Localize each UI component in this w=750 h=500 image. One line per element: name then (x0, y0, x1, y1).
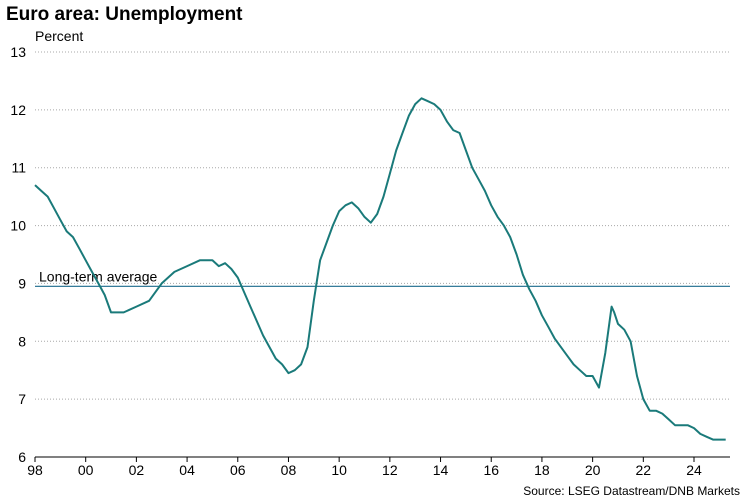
y-axis-unit-label: Percent (35, 28, 84, 44)
x-tick-label-1998: 98 (27, 462, 43, 478)
reference-line-label: Long-term average (39, 268, 158, 284)
source-note: Source: LSEG Datastream/DNB Markets (523, 484, 740, 498)
x-tick-label-2016: 16 (483, 462, 499, 478)
y-tick-label-12: 12 (10, 102, 26, 118)
x-tick-label-2018: 18 (534, 462, 550, 478)
x-tick-label-2004: 04 (179, 462, 195, 478)
x-tick-label-2006: 06 (230, 462, 246, 478)
x-tick-label-2012: 12 (382, 462, 398, 478)
y-tick-label-7: 7 (18, 391, 26, 407)
x-tick-label-2022: 22 (636, 462, 652, 478)
x-tick-label-2002: 02 (129, 462, 145, 478)
x-tick-label-2014: 14 (433, 462, 449, 478)
y-tick-label-8: 8 (18, 333, 26, 349)
x-tick-label-2000: 00 (78, 462, 94, 478)
y-tick-label-11: 11 (11, 160, 26, 176)
y-tick-label-6: 6 (18, 449, 26, 465)
x-tick-label-2024: 24 (686, 462, 702, 478)
y-tick-label-9: 9 (18, 275, 26, 291)
y-tick-label-13: 13 (10, 44, 26, 60)
series-line-unemployment (34, 97, 726, 441)
x-tick-label-2020: 20 (585, 462, 601, 478)
chart-title: Euro area: Unemployment (6, 4, 243, 25)
x-tick-label-2008: 08 (281, 462, 297, 478)
y-tick-label-10: 10 (10, 218, 26, 234)
x-tick-label-2010: 10 (331, 462, 347, 478)
